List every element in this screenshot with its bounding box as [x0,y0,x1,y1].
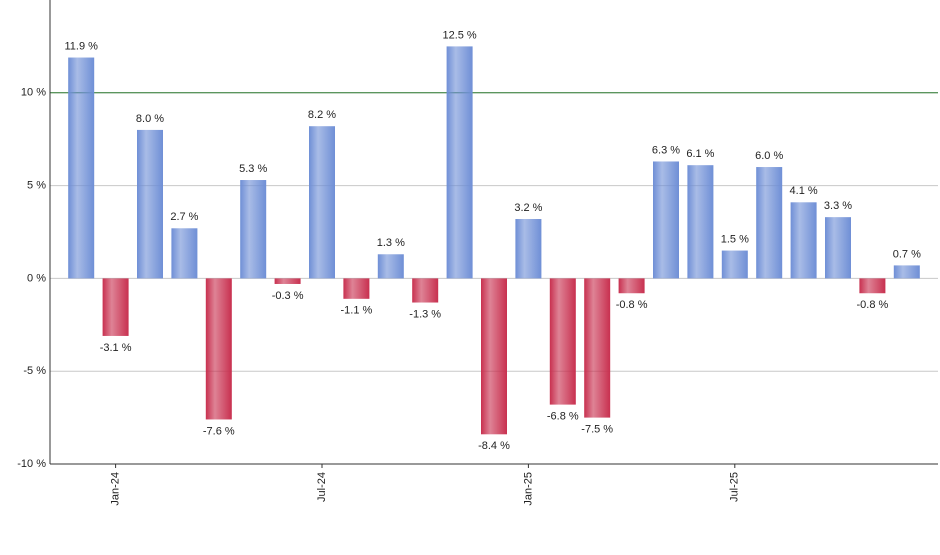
value-label: 6.1 % [686,148,714,160]
y-tick-label: 10 % [21,87,46,99]
bar [343,278,370,299]
value-label: -0.8 % [857,299,889,311]
bar [102,278,129,336]
value-label: -1.3 % [409,308,441,320]
value-label: -8.4 % [478,440,510,452]
bar [893,265,920,279]
value-label: 1.3 % [377,237,405,249]
value-label: 6.3 % [652,144,680,156]
bar [515,219,542,279]
value-label: 12.5 % [442,29,476,41]
bar [549,278,576,405]
bar [790,202,817,279]
bar [584,278,611,418]
value-label: -6.8 % [547,411,579,423]
x-tick-label: Jul-25 [729,472,741,502]
value-label: -1.1 % [341,305,373,317]
bar [412,278,439,303]
y-tick-label: 0 % [27,272,46,284]
bar [618,278,645,294]
value-label: 3.2 % [514,202,542,214]
value-label: 2.7 % [170,211,198,223]
value-label: 5.3 % [239,163,267,175]
value-label: 8.0 % [136,113,164,125]
bar [446,46,473,279]
value-label: 0.7 % [893,248,921,260]
bar [859,278,886,294]
bar [721,250,748,279]
bar [687,165,714,279]
bar [274,278,301,284]
y-tick-label: -10 % [17,458,46,470]
y-tick-label: -5 % [23,365,46,377]
value-label: 3.3 % [824,200,852,212]
y-tick-label: 5 % [27,180,46,192]
bar [205,278,232,420]
bar [481,278,507,435]
value-label: -0.3 % [272,290,304,302]
value-label: 11.9 % [64,40,98,52]
bar [309,126,335,279]
bar [756,167,783,279]
bar [137,129,163,279]
bar [653,161,679,279]
value-label: 8.2 % [308,109,336,121]
bar [171,228,198,279]
bar [68,57,95,279]
value-label: 1.5 % [721,233,749,245]
value-label: -3.1 % [100,342,132,354]
value-label: -7.5 % [581,424,613,436]
bar [825,217,851,279]
value-label: 4.1 % [790,185,818,197]
x-tick-label: Jan-24 [110,472,122,506]
bar [240,180,267,279]
x-tick-label: Jan-25 [522,472,534,506]
value-label: 6.0 % [755,150,783,162]
x-tick-label: Jul-24 [316,472,328,502]
value-label: -0.8 % [616,299,648,311]
bar [377,254,404,279]
value-label: -7.6 % [203,425,235,437]
